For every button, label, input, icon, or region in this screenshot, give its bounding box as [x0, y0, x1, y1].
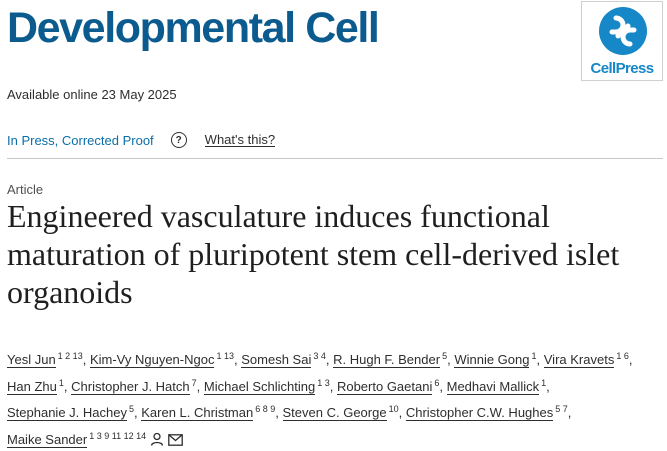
author-name[interactable]: Maike Sander [7, 431, 88, 448]
author-affiliations: 1 2 13 [57, 351, 83, 361]
author-item[interactable]: Medhavi Mallick 1, [446, 377, 550, 395]
article-title: Engineered vasculature induces functiona… [7, 198, 620, 310]
author-item[interactable]: R. Hugh F. Bender 5, [333, 351, 451, 368]
author-item[interactable]: Christopher J. Hatch 7, [71, 377, 201, 395]
author-list: Yesl Jun 1 2 13, Kim-Vy Nguyen-Ngoc 1 13, … [7, 345, 657, 451]
author-item[interactable]: Han Zhu 1, [7, 377, 68, 395]
author-affiliations: 1 [58, 377, 64, 388]
author-affiliations: 6 8 9 [255, 404, 276, 414]
author-affiliations: 1 6 [616, 351, 629, 361]
author-name[interactable]: Vira Kravets [543, 352, 615, 368]
author-affiliations: 5 [442, 351, 448, 361]
author-name[interactable]: R. Hugh F. Bender [333, 352, 441, 368]
cellpress-logo[interactable]: CellPress [581, 1, 663, 81]
author-name[interactable]: Yesl Jun [7, 352, 56, 368]
author-name[interactable]: Christopher J. Hatch [71, 378, 190, 395]
whats-this-link[interactable]: What's this? [204, 132, 276, 147]
author-item[interactable]: Stephanie J. Hachey 5, [7, 404, 138, 421]
author-affiliations: 10 [388, 404, 399, 414]
in-press-status-link[interactable]: In Press, Corrected Proof [7, 132, 154, 148]
cellpress-logo-icon [599, 7, 647, 55]
author-item[interactable]: Winnie Gong 1, [454, 351, 541, 368]
author-item[interactable]: Kim-Vy Nguyen-Ngoc 1 13, [89, 351, 238, 368]
author-affiliations: 3 4 [313, 351, 326, 361]
article-status-row: In Press, Corrected Proof ? What's this? [7, 132, 276, 148]
author-affiliations: 1 [541, 377, 547, 388]
cellpress-logo-text: CellPress [590, 60, 655, 77]
author-item[interactable]: Steven C. George 10, [282, 404, 403, 421]
author-name[interactable]: Christopher C.W. Hughes [405, 405, 554, 421]
author-item[interactable]: Roberto Gaetani 6, [336, 377, 443, 395]
article-type: Article [7, 182, 44, 197]
author-affiliations: 6 [434, 377, 440, 388]
author-name[interactable]: Han Zhu [7, 378, 57, 395]
person-icon[interactable] [150, 432, 164, 446]
author-item[interactable]: Christopher C.W. Hughes 5 7, [405, 404, 572, 421]
author-name[interactable]: Roberto Gaetani [336, 378, 433, 395]
author-item[interactable]: Michael Schlichting 1 3, [203, 377, 334, 395]
author-item[interactable]: Vira Kravets 1 6, [543, 351, 633, 368]
author-name[interactable]: Medhavi Mallick [446, 378, 540, 395]
header-divider [7, 158, 663, 159]
author-affiliations: 1 [531, 351, 537, 361]
author-name[interactable]: Steven C. George [282, 405, 387, 421]
question-circle-icon[interactable]: ? [170, 132, 187, 148]
author-name[interactable]: Michael Schlichting [203, 378, 316, 395]
author-name[interactable]: Somesh Sai [241, 352, 312, 368]
author-name[interactable]: Stephanie J. Hachey [7, 405, 127, 421]
author-name[interactable]: Winnie Gong [454, 352, 530, 368]
author-name[interactable]: Kim-Vy Nguyen-Ngoc [89, 352, 215, 368]
author-affiliations: 5 [128, 404, 134, 414]
author-item[interactable]: Maike Sander 1 3 9 11 12 14 [7, 430, 183, 448]
author-name[interactable]: Karen L. Christman [141, 405, 254, 421]
author-affiliations: 7 [191, 377, 197, 388]
author-item[interactable]: Somesh Sai 3 4, [241, 351, 330, 368]
author-item[interactable]: Yesl Jun 1 2 13, [7, 351, 87, 368]
author-affiliations: 1 13 [216, 351, 234, 361]
availability-date: Available online 23 May 2025 [7, 87, 177, 102]
journal-title[interactable]: Developmental Cell [7, 4, 380, 52]
author-item[interactable]: Karen L. Christman 6 8 9, [141, 404, 279, 421]
author-affiliations: 5 7 [555, 404, 568, 414]
author-affiliations: 1 3 9 11 12 14 [89, 430, 147, 441]
author-affiliations: 1 3 [317, 377, 330, 388]
